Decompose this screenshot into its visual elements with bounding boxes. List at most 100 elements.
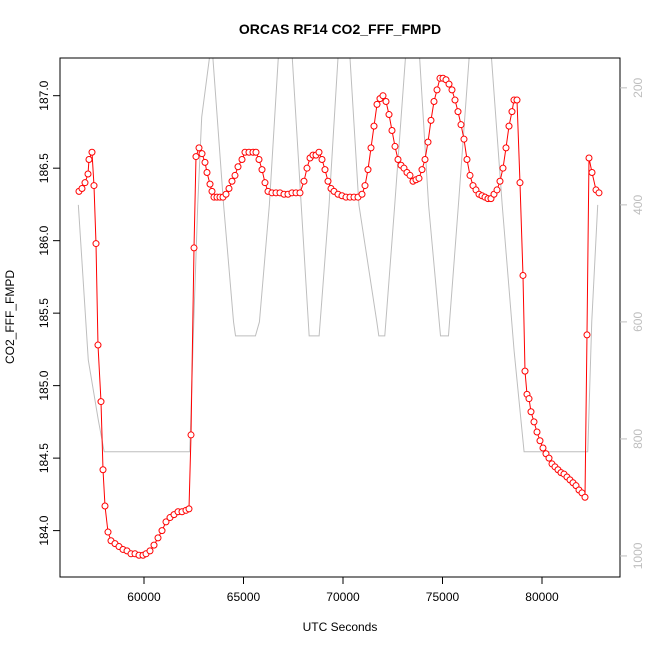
data-point: [321, 166, 329, 174]
data-point: [97, 398, 105, 406]
data-point: [421, 155, 429, 163]
y-tick-label: 185.5: [37, 298, 51, 328]
data-point: [379, 92, 387, 100]
data-point: [367, 144, 375, 152]
data-point: [222, 190, 230, 198]
data-point: [252, 148, 260, 156]
data-point: [385, 111, 393, 119]
data-point: [315, 148, 323, 156]
data-point: [394, 155, 402, 163]
data-point: [595, 189, 603, 197]
x-tick-label: 60000: [127, 590, 161, 604]
data-point: [94, 341, 102, 349]
data-point: [581, 493, 589, 501]
data-point: [203, 169, 211, 177]
x-tick-label: 65000: [227, 590, 261, 604]
data-point: [415, 174, 423, 182]
data-point: [493, 186, 501, 194]
data-point: [225, 184, 233, 192]
data-point: [382, 97, 390, 105]
plot-frame: [59, 57, 621, 578]
data-point: [519, 271, 527, 279]
data-point: [388, 126, 396, 134]
data-point: [525, 395, 533, 403]
data-point: [228, 177, 236, 185]
data-point: [192, 153, 200, 161]
data-point: [516, 179, 524, 187]
data-point: [84, 170, 92, 178]
data-point: [463, 155, 471, 163]
data-point: [88, 148, 96, 156]
data-point: [505, 122, 513, 130]
data-point: [539, 444, 547, 452]
x-axis-label: UTC Seconds: [303, 620, 378, 634]
y2-tick-label: 800: [631, 429, 645, 449]
data-point: [78, 184, 86, 192]
data-point: [324, 177, 332, 185]
data-point: [433, 86, 441, 94]
data-point: [92, 240, 100, 248]
data-point: [303, 164, 311, 172]
data-point: [206, 180, 214, 188]
data-point: [198, 150, 206, 158]
data-point: [457, 121, 465, 129]
y2-tick-label: 400: [631, 195, 645, 215]
data-point: [187, 431, 195, 439]
x-tick-label: 70000: [326, 590, 360, 604]
data-point: [536, 437, 544, 445]
data-point: [150, 541, 158, 549]
data-point: [454, 108, 462, 116]
data-point: [238, 155, 246, 163]
y-tick-label: 186.5: [37, 153, 51, 183]
data-point: [231, 171, 239, 179]
data-point: [508, 108, 516, 116]
data-point: [201, 158, 209, 166]
data-point: [527, 408, 535, 416]
y-tick-label: 184.5: [37, 443, 51, 473]
data-point: [162, 518, 170, 526]
data-point: [588, 169, 596, 177]
data-point: [104, 528, 112, 536]
data-point: [391, 142, 399, 150]
x-tick-label: 75000: [426, 590, 460, 604]
data-point: [583, 331, 591, 339]
data-point: [81, 179, 89, 187]
data-point: [545, 454, 553, 462]
data-point: [451, 96, 459, 104]
y-tick-label: 187.0: [37, 80, 51, 110]
x-tick-label: 80000: [525, 590, 559, 604]
y2-tick-label: 1000: [631, 542, 645, 569]
plot-area: [75, 58, 603, 559]
data-point: [530, 418, 538, 426]
data-point: [234, 163, 242, 171]
data-point: [158, 527, 166, 535]
data-point: [255, 155, 263, 163]
data-point: [521, 367, 529, 375]
series-line: [77, 58, 599, 453]
data-point: [261, 179, 269, 187]
data-point: [101, 502, 109, 510]
data-point: [90, 182, 98, 190]
y-tick-label: 184.0: [37, 515, 51, 545]
data-point: [318, 155, 326, 163]
data-point: [445, 80, 453, 88]
data-point: [154, 534, 162, 542]
data-point: [460, 135, 468, 143]
data-point: [300, 177, 308, 185]
data-point: [146, 547, 154, 555]
data-point: [296, 189, 304, 197]
data-point: [430, 97, 438, 105]
data-point: [195, 144, 203, 152]
data-point: [99, 466, 107, 474]
data-point: [361, 182, 369, 190]
data-point: [190, 244, 198, 252]
data-point: [185, 505, 193, 513]
y-axis-label: CO2_FFF_FMPD: [3, 270, 17, 364]
data-point: [427, 116, 435, 124]
data-point: [424, 138, 432, 146]
data-point: [358, 190, 366, 198]
data-point: [373, 100, 381, 108]
data-point: [502, 144, 510, 152]
data-point: [513, 96, 521, 104]
